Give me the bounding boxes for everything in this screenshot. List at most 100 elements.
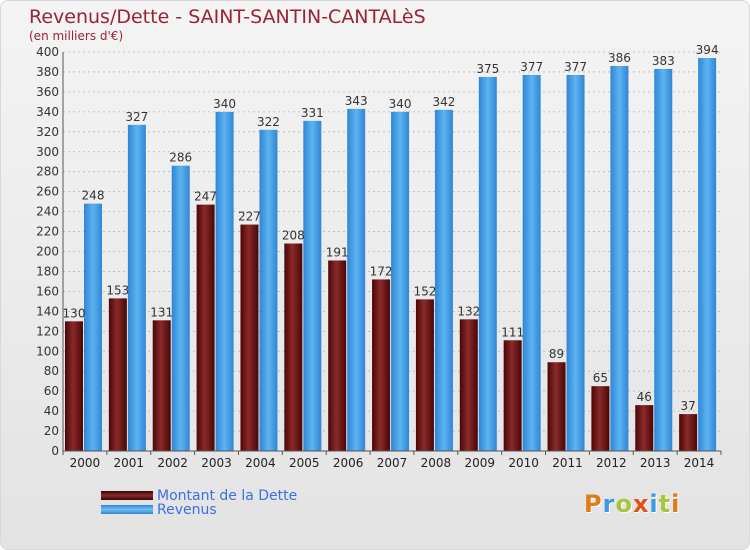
x-tick-label: 2004 — [245, 456, 276, 470]
x-tick-label: 2011 — [552, 456, 583, 470]
y-tick-label: 120 — [36, 324, 59, 338]
y-tick-label: 280 — [36, 165, 59, 179]
data-label-revenus: 377 — [564, 60, 587, 74]
bar-dette — [152, 320, 171, 451]
y-tick-label: 340 — [36, 105, 59, 119]
data-label-revenus: 331 — [301, 106, 324, 120]
data-label-revenus: 286 — [169, 151, 192, 165]
data-label-revenus: 343 — [345, 94, 368, 108]
data-label-revenus: 340 — [389, 97, 412, 111]
x-tick-label: 2003 — [201, 456, 232, 470]
y-tick-label: 360 — [36, 85, 59, 99]
x-tick-label: 2002 — [157, 456, 188, 470]
bar-revenus — [654, 68, 673, 452]
bar-revenus — [698, 57, 717, 452]
bar-revenus — [259, 129, 278, 451]
bar-dette — [284, 243, 303, 451]
bar-dette — [547, 362, 566, 451]
y-tick-label: 160 — [36, 284, 59, 298]
legend-item-dette: Montant de la Dette — [101, 487, 298, 504]
data-label-dette: 130 — [63, 306, 86, 320]
y-tick-label: 220 — [36, 225, 59, 239]
x-tick-label: 2008 — [421, 456, 452, 470]
data-label-revenus: 375 — [476, 62, 499, 76]
y-tick-label: 140 — [36, 304, 59, 318]
y-tick-label: 200 — [36, 245, 59, 259]
y-tick-label: 60 — [44, 384, 59, 398]
x-tick-label: 2000 — [70, 456, 101, 470]
data-label-revenus: 377 — [520, 60, 543, 74]
bar-dette — [108, 298, 127, 451]
y-tick-label: 300 — [36, 145, 59, 159]
bar-revenus — [391, 111, 410, 451]
proxiti-logo: Proxiti — [584, 490, 680, 518]
bar-dette — [503, 340, 522, 451]
y-tick-label: 180 — [36, 264, 59, 278]
bar-dette — [591, 386, 610, 451]
x-tick-label: 2013 — [640, 456, 671, 470]
data-label-dette: 132 — [457, 304, 480, 318]
data-label-dette: 152 — [413, 284, 436, 298]
logo-letter: P — [584, 490, 603, 518]
data-label-dette: 191 — [326, 245, 349, 259]
legend-swatch-revenus — [101, 505, 153, 514]
bar-revenus — [347, 108, 366, 452]
y-tick-label: 20 — [44, 424, 59, 438]
logo-letter: o — [615, 490, 633, 518]
data-label-dette: 111 — [501, 325, 524, 339]
bar-revenus — [610, 65, 629, 451]
x-tick-label: 2007 — [377, 456, 408, 470]
bar-revenus — [478, 76, 497, 451]
data-label-dette: 37 — [680, 399, 695, 413]
data-label-dette: 65 — [593, 371, 608, 385]
y-tick-label: 260 — [36, 185, 59, 199]
logo-letter: x — [632, 490, 650, 518]
x-tick-label: 2006 — [333, 456, 364, 470]
legend-label-revenus: Revenus — [157, 501, 217, 518]
bar-revenus — [215, 111, 234, 451]
data-label-revenus: 322 — [257, 115, 280, 129]
bar-dette — [679, 414, 698, 451]
data-label-revenus: 248 — [82, 189, 105, 203]
data-label-dette: 227 — [238, 210, 261, 224]
bar-revenus — [127, 124, 146, 451]
y-tick-label: 100 — [36, 344, 59, 358]
x-tick-label: 2001 — [114, 456, 145, 470]
legend-item-revenus: Revenus — [101, 501, 217, 518]
logo-letter: i — [649, 490, 659, 518]
data-label-dette: 153 — [106, 283, 129, 297]
y-tick-label: 80 — [44, 364, 59, 378]
bar-dette — [328, 260, 347, 451]
logo-letter: r — [602, 490, 616, 518]
legend-label-dette: Montant de la Dette — [157, 487, 298, 504]
bar-revenus — [522, 74, 541, 451]
data-label-revenus: 340 — [213, 97, 236, 111]
bar-revenus — [434, 109, 453, 451]
chart-title: Revenus/Dette - SAINT-SANTIN-CANTALèS — [29, 6, 426, 28]
bar-revenus — [171, 165, 190, 451]
logo-letter: i — [671, 490, 681, 518]
chart-subtitle: (en milliers d'€) — [29, 29, 124, 43]
x-tick-label: 2014 — [684, 456, 715, 470]
x-tick-label: 2009 — [464, 456, 495, 470]
data-label-revenus: 342 — [432, 95, 455, 109]
logo-letter: t — [658, 490, 672, 518]
data-label-revenus: 383 — [652, 54, 675, 68]
bar-revenus — [303, 120, 322, 451]
data-label-revenus: 394 — [696, 43, 719, 57]
bar-dette — [459, 319, 478, 451]
y-tick-label: 320 — [36, 125, 59, 139]
x-tick-label: 2010 — [508, 456, 539, 470]
data-label-dette: 172 — [370, 264, 393, 278]
bar-dette — [415, 299, 434, 451]
bar-revenus — [566, 74, 585, 451]
bar-revenus — [84, 203, 102, 451]
data-label-dette: 208 — [282, 229, 305, 243]
y-tick-label: 0 — [51, 444, 59, 458]
y-tick-label: 400 — [36, 45, 59, 59]
bar-dette — [65, 321, 83, 451]
data-label-dette: 247 — [194, 190, 217, 204]
bar-dette — [240, 224, 259, 451]
